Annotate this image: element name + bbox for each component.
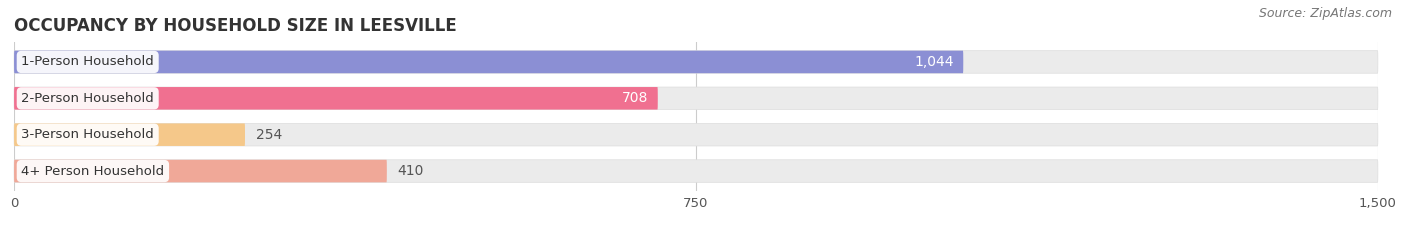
FancyBboxPatch shape xyxy=(14,87,658,110)
FancyBboxPatch shape xyxy=(14,51,1378,73)
FancyBboxPatch shape xyxy=(14,123,1378,146)
Text: 1-Person Household: 1-Person Household xyxy=(21,55,155,69)
FancyBboxPatch shape xyxy=(14,160,387,182)
Text: 410: 410 xyxy=(398,164,425,178)
Text: 3-Person Household: 3-Person Household xyxy=(21,128,155,141)
FancyBboxPatch shape xyxy=(14,87,1378,110)
Text: 708: 708 xyxy=(623,91,648,105)
Text: Source: ZipAtlas.com: Source: ZipAtlas.com xyxy=(1258,7,1392,20)
Text: 4+ Person Household: 4+ Person Household xyxy=(21,164,165,178)
FancyBboxPatch shape xyxy=(14,51,963,73)
FancyBboxPatch shape xyxy=(14,123,245,146)
Text: 2-Person Household: 2-Person Household xyxy=(21,92,155,105)
Text: 254: 254 xyxy=(256,128,283,142)
FancyBboxPatch shape xyxy=(14,160,1378,182)
Text: 1,044: 1,044 xyxy=(915,55,955,69)
Text: OCCUPANCY BY HOUSEHOLD SIZE IN LEESVILLE: OCCUPANCY BY HOUSEHOLD SIZE IN LEESVILLE xyxy=(14,17,457,35)
